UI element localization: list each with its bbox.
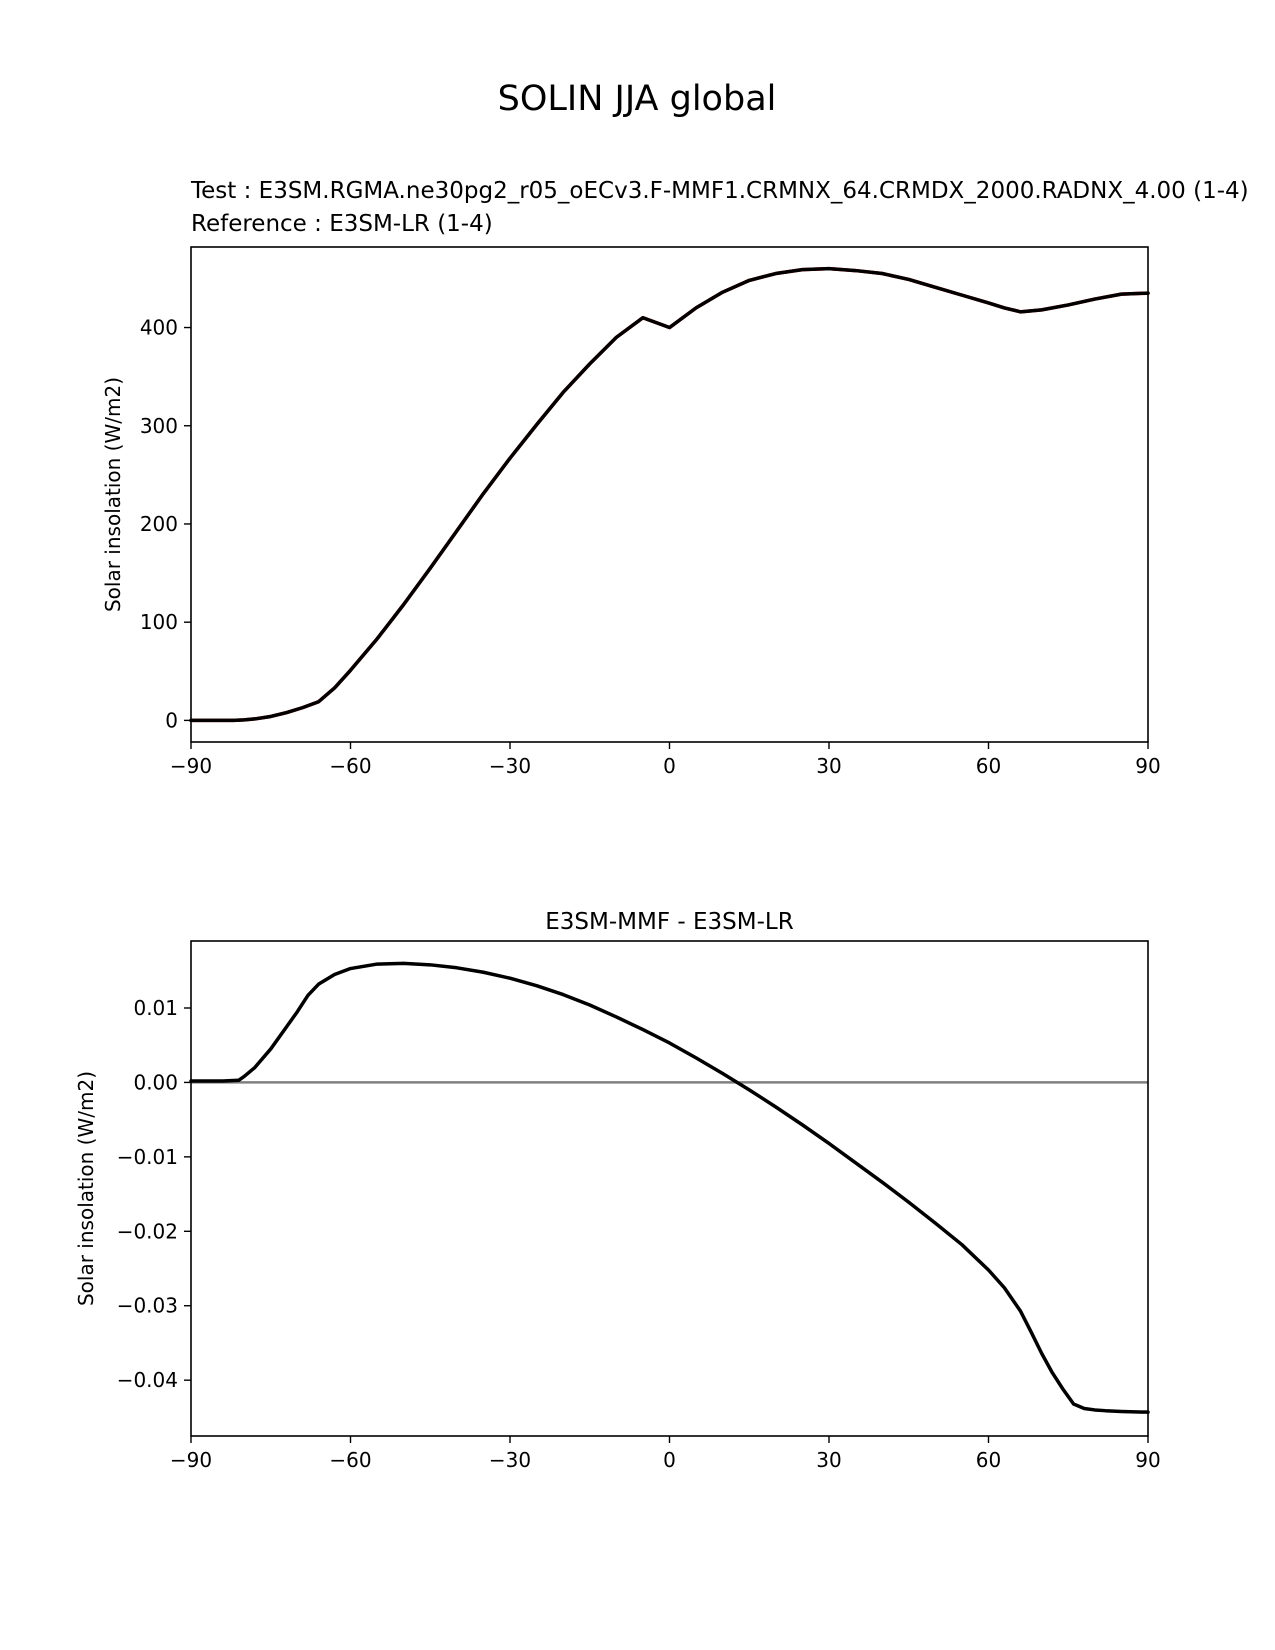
panel-1-xtick-label: 0: [663, 1448, 676, 1472]
top-line-chart: −90 −60 −30 0 30 60 90 0 100 200 300 400 Solar insol…: [101, 246, 1161, 778]
panel-0-xtick-label: −60: [329, 754, 371, 778]
panel-1-ytick-label: −0.03: [117, 1294, 178, 1318]
panel-1-ytick-label: −0.01: [117, 1145, 178, 1169]
panel-0-xtick-label: 90: [1135, 754, 1160, 778]
panel-1-ytick-label: 0.01: [133, 996, 178, 1020]
panel-1-xtick-label: −90: [170, 1448, 212, 1472]
difference-line-chart: E3SM-MMF - E3SM-LR −90 −60 −30 0 30 60 90 0.01 0.…: [74, 909, 1161, 1472]
panel-1-xtick-label: 30: [816, 1448, 841, 1472]
test-label: Test : E3SM.RGMA.ne30pg2_r05_oECv3.F-MMF…: [190, 178, 1249, 204]
panel-0-xtick-label: 60: [976, 754, 1001, 778]
panel-1-ytick-label: −0.02: [117, 1219, 178, 1243]
panel-0-xtick-label: −30: [489, 754, 531, 778]
figure-suptitle: SOLIN JJA global: [498, 79, 777, 119]
panel-0-ytick-label: 300: [140, 414, 178, 438]
panel-1-xtick-label: −30: [489, 1448, 531, 1472]
panel-0-xtick-label: 30: [816, 754, 841, 778]
panel-1-ytick-label: −0.04: [117, 1368, 178, 1392]
panel-1-title: E3SM-MMF - E3SM-LR: [545, 909, 793, 935]
panel-1-xtick-label: 60: [976, 1448, 1001, 1472]
panel-1-ytick-label: 0.00: [133, 1070, 178, 1094]
panel-0-ytick-label: 400: [140, 316, 178, 340]
panel-0-ytick-label: 200: [140, 512, 178, 536]
panel-0-xtick-label: 0: [663, 754, 676, 778]
reference-label: Reference : E3SM-LR (1-4): [191, 211, 493, 237]
panel-1-ylabel: Solar insolation (W/m2): [74, 1071, 98, 1306]
panel-0-ylabel: Solar insolation (W/m2): [101, 377, 125, 612]
panel-1-series-0-line: [189, 961, 1150, 1414]
panel-1-xtick-label: 90: [1135, 1448, 1160, 1472]
panel-0-series-1-line: [189, 266, 1150, 723]
panel-0-ytick-label: 100: [140, 610, 178, 634]
panel-1-xtick-label: −60: [329, 1448, 371, 1472]
panel-0-xtick-label: −90: [170, 754, 212, 778]
panel-0-ytick-label: 0: [165, 708, 178, 732]
